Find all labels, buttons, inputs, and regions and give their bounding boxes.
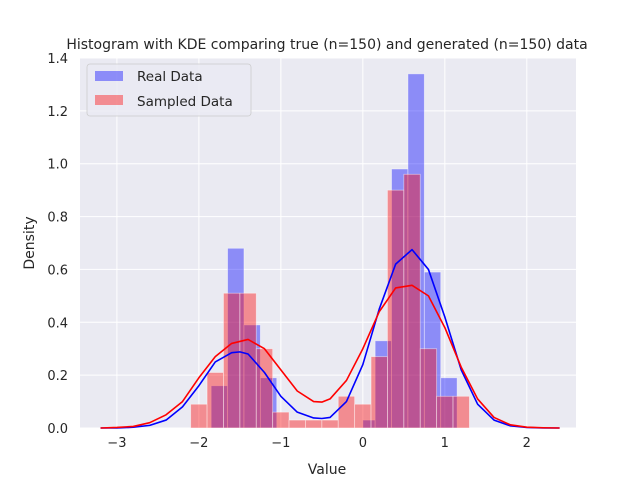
bar-sampled-data [321, 419, 339, 429]
line-sampled-data-kde [100, 284, 560, 429]
bar-sampled-data [190, 403, 208, 429]
bar-sampled-data [419, 348, 438, 429]
x-tick-label: 2 [523, 436, 531, 451]
bar-sampled-data [370, 356, 388, 429]
bar-sampled-data [255, 348, 274, 429]
bar-sampled-data [354, 403, 372, 429]
x-tick-label: 0 [359, 436, 367, 451]
y-tick-label: 0.6 [47, 263, 68, 278]
legend-label-sampled-data: Sampled Data [137, 94, 233, 110]
bar-sampled-data [436, 395, 454, 429]
y-axis-label: Density [22, 216, 38, 269]
x-tick-label: −1 [271, 436, 290, 451]
kde-lines [100, 248, 560, 429]
plot-area [80, 58, 576, 428]
bar-sampled-data [403, 173, 421, 429]
y-tick-label: 0.2 [47, 369, 68, 384]
x-tick-label: 1 [441, 436, 449, 451]
chart-title: Histogram with KDE comparing true (n=150… [66, 37, 587, 53]
bar-sampled-data [272, 411, 290, 429]
y-tick-label: 1.0 [47, 158, 68, 173]
line-real-data-kde [100, 248, 560, 429]
axis-ticks: −3 −2 −1 0 1 2 0.0 0.2 0.4 0.6 0.8 1.0 1.2 1.4 [47, 52, 531, 451]
x-tick-label: −2 [189, 436, 208, 451]
x-axis-label: Value [308, 462, 346, 478]
legend-swatch-sampled-data [95, 95, 123, 105]
bar-sampled-data [223, 292, 241, 429]
legend: Real Data Sampled Data [86, 63, 252, 117]
bar-sampled-data [206, 372, 224, 429]
bar-sampled-data [387, 189, 405, 429]
grid-lines [80, 57, 576, 429]
histogram-bars [190, 73, 470, 429]
bar-sampled-data [305, 419, 323, 429]
y-tick-label: 1.2 [47, 105, 68, 120]
legend-box [86, 63, 252, 117]
bar-sampled-data [288, 419, 306, 429]
x-tick-label: −3 [107, 436, 126, 451]
legend-swatch-real-data [95, 71, 123, 81]
y-tick-label: 1.4 [47, 52, 68, 67]
legend-label-real-data: Real Data [137, 69, 203, 85]
y-tick-label: 0.8 [47, 211, 68, 226]
y-tick-label: 0.4 [47, 316, 68, 331]
y-tick-label: 0.0 [47, 422, 68, 437]
bar-sampled-data [452, 395, 470, 429]
